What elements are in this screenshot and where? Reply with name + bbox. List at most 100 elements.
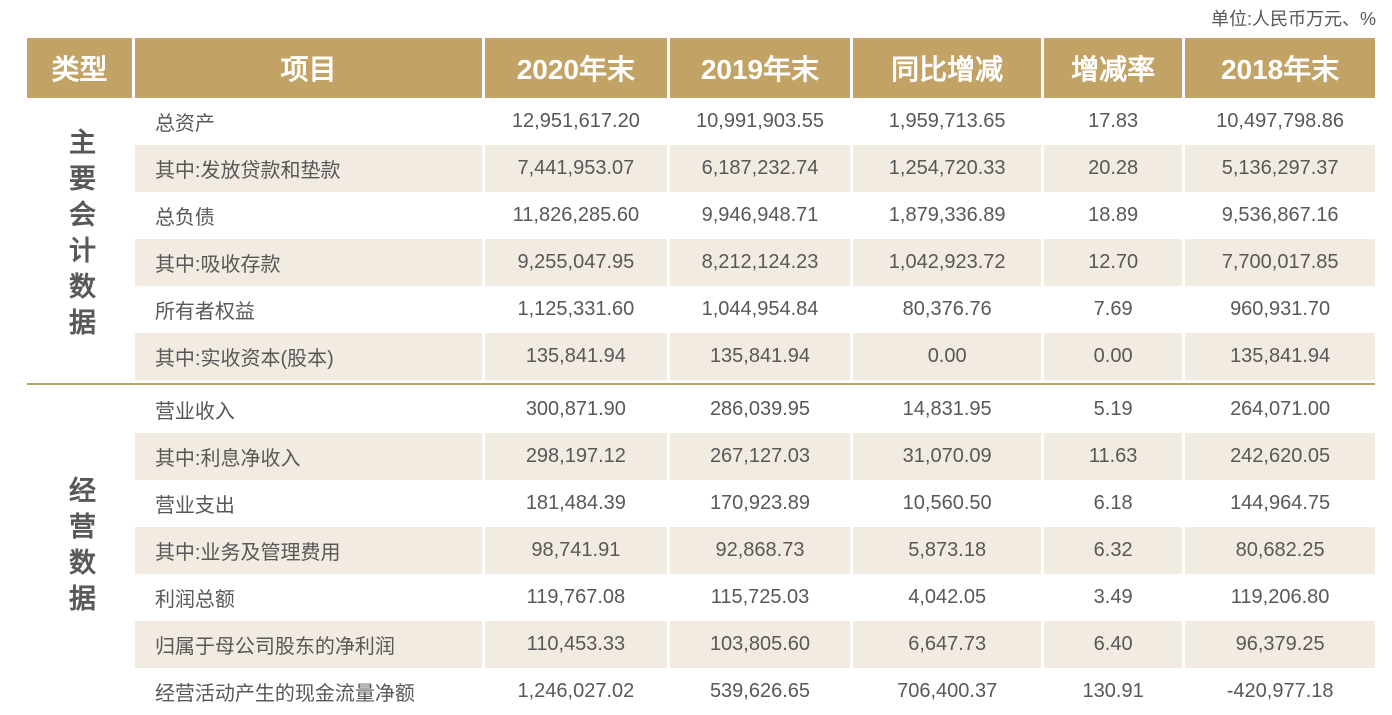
- value-change-rate: 130.91: [1044, 668, 1183, 715]
- section-label-accounting-text: 主要会计数据: [64, 128, 95, 344]
- col-header-change-rate: 增减率: [1044, 38, 1183, 98]
- value-2018: 242,620.05: [1185, 433, 1375, 480]
- value-yoy-change: 80,376.76: [853, 286, 1041, 333]
- section-label-operating-data: 经营数据: [27, 386, 132, 715]
- value-2020: 9,255,047.95: [485, 239, 667, 286]
- value-yoy-change: 31,070.09: [853, 433, 1041, 480]
- value-2020: 11,826,285.60: [485, 192, 667, 239]
- value-2020: 300,871.90: [485, 386, 667, 433]
- table-row: 营业支出 181,484.39 170,923.89 10,560.50 6.1…: [27, 480, 1375, 527]
- value-2020: 110,453.33: [485, 621, 667, 668]
- section-divider-cell: [27, 380, 1375, 386]
- table-row: 经营数据 营业收入 300,871.90 286,039.95 14,831.9…: [27, 386, 1375, 715]
- value-2020: 1,125,331.60: [485, 286, 667, 333]
- value-2018: 960,931.70: [1185, 286, 1375, 333]
- table-row: 其中:发放贷款和垫款 7,441,953.07 6,187,232.74 1,2…: [27, 145, 1375, 192]
- item-label: 利润总额: [134, 574, 483, 621]
- value-2018: 7,700,017.85: [1185, 239, 1375, 286]
- value-change-rate: 18.89: [1044, 192, 1183, 239]
- section-divider-line: [27, 383, 1375, 385]
- table-row: 其中:业务及管理费用 98,741.91 92,868.73 5,873.18 …: [27, 527, 1375, 574]
- value-change-rate: 7.69: [1044, 286, 1183, 333]
- value-2020: 1,246,027.02: [485, 668, 667, 715]
- col-header-2018: 2018年末: [1185, 38, 1375, 98]
- value-yoy-change: 1,254,720.33: [853, 145, 1041, 192]
- col-header-item: 项目: [134, 38, 483, 98]
- value-change-rate: 6.40: [1044, 621, 1183, 668]
- value-change-rate: 17.83: [1044, 98, 1183, 145]
- table-row: 经营活动产生的现金流量净额 1,246,027.02 539,626.65 70…: [27, 668, 1375, 715]
- value-2019: 539,626.65: [669, 668, 851, 715]
- value-2019: 286,039.95: [669, 386, 851, 433]
- value-2018: 144,964.75: [1185, 480, 1375, 527]
- value-yoy-change: 0.00: [853, 333, 1041, 380]
- value-2018: -420,977.18: [1185, 668, 1375, 715]
- value-2020: 135,841.94: [485, 333, 667, 380]
- value-2018: 135,841.94: [1185, 333, 1375, 380]
- value-2019: 10,991,903.55: [669, 98, 851, 145]
- table-row: 归属于母公司股东的净利润 110,453.33 103,805.60 6,647…: [27, 621, 1375, 668]
- value-change-rate: 6.32: [1044, 527, 1183, 574]
- value-2018: 119,206.80: [1185, 574, 1375, 621]
- value-2018: 10,497,798.86: [1185, 98, 1375, 145]
- item-label: 经营活动产生的现金流量净额: [134, 668, 483, 715]
- value-2020: 12,951,617.20: [485, 98, 667, 145]
- value-2019: 9,946,948.71: [669, 192, 851, 239]
- item-label: 营业收入: [134, 386, 483, 433]
- table-row: 所有者权益 1,125,331.60 1,044,954.84 80,376.7…: [27, 286, 1375, 333]
- table-row: 其中:利息净收入 298,197.12 267,127.03 31,070.09…: [27, 433, 1375, 480]
- value-2018: 9,536,867.16: [1185, 192, 1375, 239]
- col-header-2020: 2020年末: [485, 38, 667, 98]
- table-row: 总负债 11,826,285.60 9,946,948.71 1,879,336…: [27, 192, 1375, 239]
- item-label: 所有者权益: [134, 286, 483, 333]
- value-yoy-change: 10,560.50: [853, 480, 1041, 527]
- value-change-rate: 5.19: [1044, 386, 1183, 433]
- value-yoy-change: 1,879,336.89: [853, 192, 1041, 239]
- col-header-type: 类型: [27, 38, 132, 98]
- item-label: 归属于母公司股东的净利润: [134, 621, 483, 668]
- value-yoy-change: 706,400.37: [853, 668, 1041, 715]
- value-2020: 119,767.08: [485, 574, 667, 621]
- col-header-2019: 2019年末: [669, 38, 851, 98]
- value-2018: 96,379.25: [1185, 621, 1375, 668]
- header-row: 类型 项目 2020年末 2019年末 同比增减 增减率 2018年末: [27, 38, 1375, 98]
- item-label: 其中:业务及管理费用: [134, 527, 483, 574]
- col-header-yoy-change: 同比增减: [853, 38, 1041, 98]
- value-2018: 5,136,297.37: [1185, 145, 1375, 192]
- table-row: 主要会计数据 总资产 12,951,617.20 10,991,903.55 1…: [27, 98, 1375, 380]
- item-label: 其中:实收资本(股本): [134, 333, 483, 380]
- section-label-operating-text: 经营数据: [64, 475, 95, 620]
- table-row: 其中:实收资本(股本) 135,841.94 135,841.94 0.00 0…: [27, 333, 1375, 380]
- value-change-rate: 11.63: [1044, 433, 1183, 480]
- value-yoy-change: 1,042,923.72: [853, 239, 1041, 286]
- item-label: 营业支出: [134, 480, 483, 527]
- value-yoy-change: 5,873.18: [853, 527, 1041, 574]
- item-label: 其中:发放贷款和垫款: [134, 145, 483, 192]
- table-row: 利润总额 119,767.08 115,725.03 4,042.05 3.49…: [27, 574, 1375, 621]
- value-change-rate: 20.28: [1044, 145, 1183, 192]
- value-2018: 264,071.00: [1185, 386, 1375, 433]
- value-change-rate: 3.49: [1044, 574, 1183, 621]
- item-label: 其中:利息净收入: [134, 433, 483, 480]
- value-2019: 103,805.60: [669, 621, 851, 668]
- value-2019: 1,044,954.84: [669, 286, 851, 333]
- value-2018: 80,682.25: [1185, 527, 1375, 574]
- value-2019: 92,868.73: [669, 527, 851, 574]
- unit-label: 单位:人民币万元、%: [0, 0, 1392, 38]
- value-2020: 7,441,953.07: [485, 145, 667, 192]
- item-label: 总资产: [134, 98, 483, 145]
- value-2020: 298,197.12: [485, 433, 667, 480]
- value-2019: 170,923.89: [669, 480, 851, 527]
- value-yoy-change: 1,959,713.65: [853, 98, 1041, 145]
- value-change-rate: 6.18: [1044, 480, 1183, 527]
- item-label: 其中:吸收存款: [134, 239, 483, 286]
- table-row: 其中:吸收存款 9,255,047.95 8,212,124.23 1,042,…: [27, 239, 1375, 286]
- value-2019: 6,187,232.74: [669, 145, 851, 192]
- value-change-rate: 12.70: [1044, 239, 1183, 286]
- section-divider: [27, 380, 1375, 386]
- value-yoy-change: 14,831.95: [853, 386, 1041, 433]
- value-2019: 135,841.94: [669, 333, 851, 380]
- item-label: 总负债: [134, 192, 483, 239]
- value-change-rate: 0.00: [1044, 333, 1183, 380]
- unit-label-text: 单位:人民币万元、%: [1210, 9, 1376, 29]
